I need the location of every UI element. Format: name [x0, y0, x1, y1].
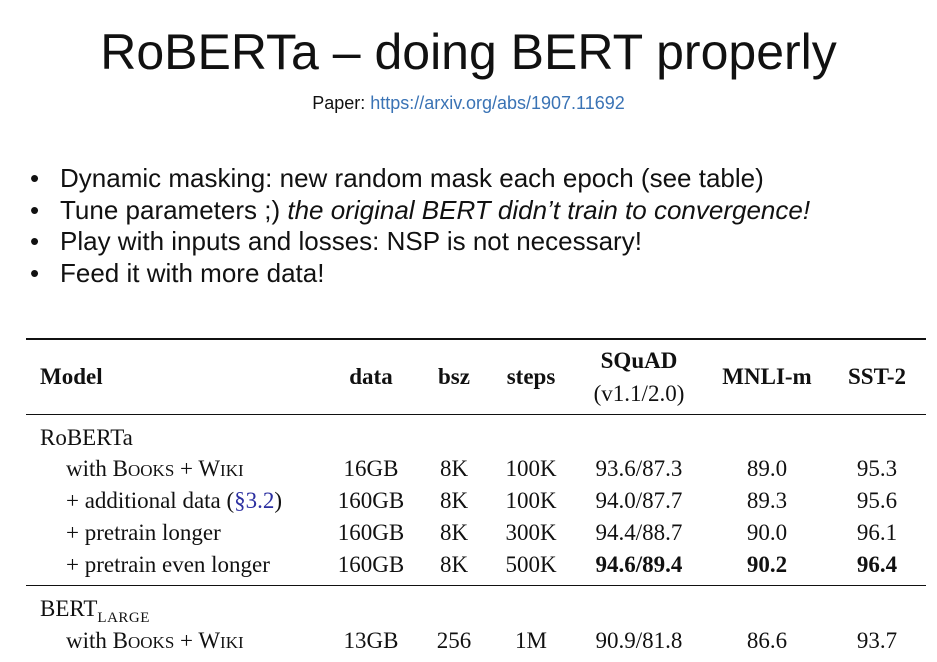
row-data: 160GB [337, 552, 405, 577]
table-top-rule [26, 338, 926, 340]
row-squad: 93.6/87.3 [595, 456, 683, 481]
row-model: + pretrain even longer [66, 552, 270, 577]
bullet-item: Feed it with more data! [30, 258, 810, 290]
header-mnli: MNLI-m [722, 364, 812, 389]
row-steps: 100K [505, 488, 557, 513]
row-model: with BOOKS + WIKI [66, 628, 244, 653]
row-sst: 96.4 [856, 552, 898, 577]
row-mnli: 90.2 [746, 552, 788, 577]
row-squad: 90.9/81.8 [595, 628, 683, 653]
row-mnli: 90.0 [746, 520, 788, 545]
paper-label: Paper: [312, 93, 371, 113]
header-data: data [349, 364, 393, 389]
row-mnli: 86.6 [746, 628, 788, 653]
row-steps: 300K [505, 520, 557, 545]
row-steps: 100K [505, 456, 557, 481]
table-header-rule [26, 414, 926, 415]
row-mnli: 89.3 [746, 488, 788, 513]
row-squad: 94.4/88.7 [595, 520, 683, 545]
header-model: Model [40, 364, 103, 389]
row-data: 16GB [343, 456, 399, 481]
header-squad: SQuAD [600, 348, 678, 373]
row-steps: 500K [505, 552, 557, 577]
bullet-list: Dynamic masking: new random mask each ep… [30, 163, 810, 289]
bullet-item: Tune parameters ;) the original BERT did… [30, 195, 810, 227]
row-data: 160GB [337, 520, 405, 545]
row-squad: 94.6/89.4 [595, 552, 683, 577]
row-model: + additional data (§3.2) [66, 488, 283, 513]
row-model: with BOOKS + WIKI [66, 456, 244, 481]
row-sst: 96.1 [856, 520, 898, 545]
row-steps: 1M [515, 628, 547, 653]
row-data: 13GB [343, 628, 399, 653]
bullet-emphasis: the original BERT didn’t train to conver… [287, 194, 811, 225]
bullet-item: Play with inputs and losses: NSP is not … [30, 226, 810, 258]
group-label-bert-large: BERTLARGE [40, 596, 150, 626]
row-sst: 95.3 [856, 456, 898, 481]
paper-link[interactable]: https://arxiv.org/abs/1907.11692 [370, 93, 625, 113]
group-label-roberta: RoBERTa [40, 425, 133, 450]
table-group-rule [26, 585, 926, 586]
row-sst: 93.7 [856, 628, 898, 653]
group-label-subscript: LARGE [97, 610, 150, 626]
row-bsz: 8K [439, 520, 469, 545]
section-reference[interactable]: §3.2 [234, 488, 275, 513]
row-bsz: 8K [439, 552, 469, 577]
bullet-item: Dynamic masking: new random mask each ep… [30, 163, 810, 195]
row-bsz: 256 [436, 628, 472, 653]
paper-reference: Paper: https://arxiv.org/abs/1907.11692 [0, 92, 937, 114]
row-bsz: 8K [439, 456, 469, 481]
row-bsz: 8K [439, 488, 469, 513]
header-bsz: bsz [438, 364, 470, 389]
slide-title: RoBERTa – doing BERT properly [100, 24, 837, 80]
row-squad: 94.0/87.7 [595, 488, 683, 513]
header-steps: steps [506, 364, 556, 389]
header-sst: SST-2 [848, 364, 906, 389]
row-data: 160GB [337, 488, 405, 513]
row-model: + pretrain longer [66, 520, 221, 545]
row-sst: 95.6 [856, 488, 898, 513]
header-squad-version: (v1.1/2.0) [593, 381, 685, 406]
row-mnli: 89.0 [746, 456, 788, 481]
